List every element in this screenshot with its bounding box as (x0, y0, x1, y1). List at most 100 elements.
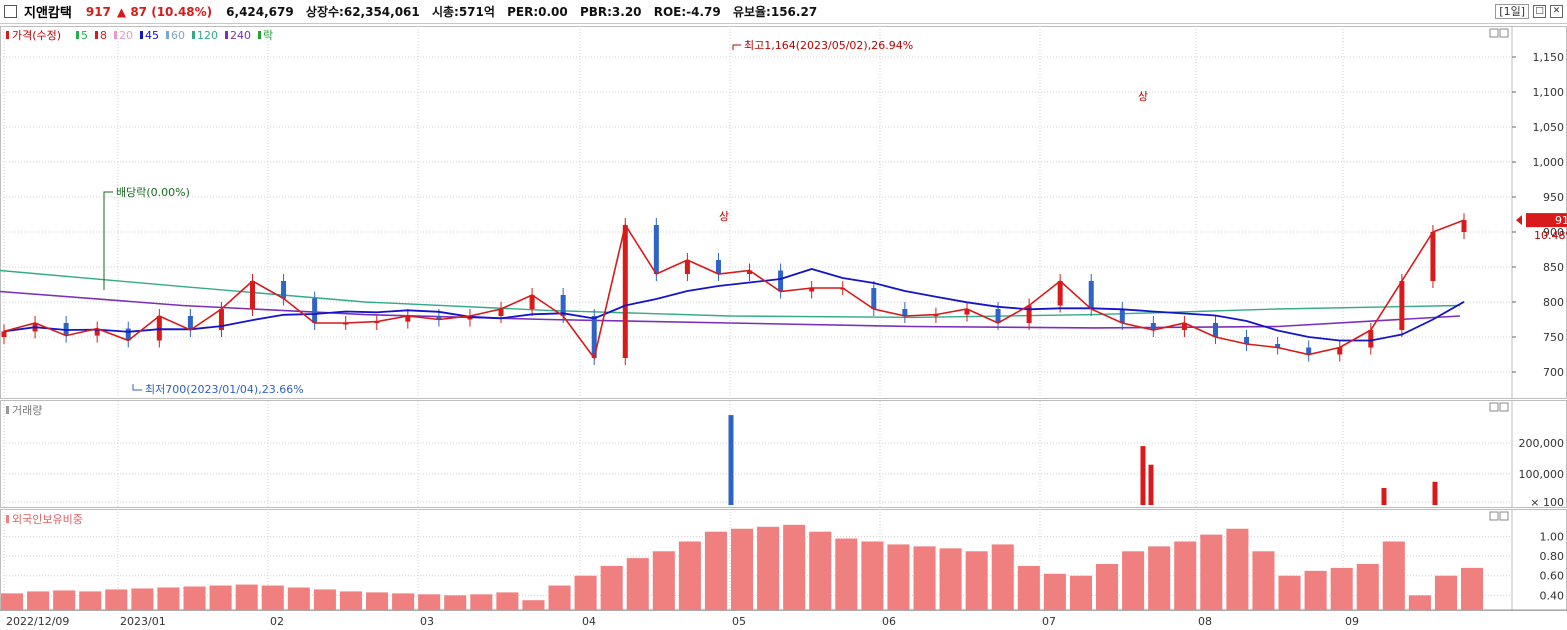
price-legend (6, 31, 261, 39)
legend-ma-label: 60 (171, 29, 185, 42)
foreign-holding-bar (496, 592, 519, 610)
maximize-icon[interactable]: □ (1533, 5, 1546, 18)
foreign-holding-bar (1330, 567, 1353, 610)
y-tick-label: 0.60 (1540, 570, 1565, 583)
foreign-holding-bar (1461, 567, 1484, 610)
candle-body (622, 225, 628, 358)
foreign-holding-bar (1278, 575, 1301, 610)
ma45-line (3, 268, 1465, 342)
legend-ma-label: 240 (230, 29, 251, 42)
candle-body (1150, 323, 1156, 330)
candle-body (964, 309, 970, 315)
high-marker (732, 44, 741, 50)
foreign-holding-bar (1304, 570, 1327, 610)
foreign-holding-bar (1122, 551, 1145, 610)
foreign-holding-bar (131, 588, 154, 610)
dividend-annotation: 배당락(0.00%) (116, 186, 190, 199)
foreign-holding-bar (287, 587, 310, 610)
period-selector[interactable]: [1일] (1495, 4, 1529, 19)
y-tick-label: 1.00 (1540, 531, 1565, 544)
x-tick-label: 03 (420, 615, 434, 628)
foreign-holding-bar (339, 591, 362, 610)
last-price-pointer (1516, 215, 1522, 226)
foreign-holding-bar (652, 551, 675, 610)
candle-body (995, 309, 1001, 323)
candle-body (1244, 337, 1250, 344)
foreign-holding-bar (861, 541, 884, 610)
legend-ma-label: 45 (145, 29, 159, 42)
price-change: ▲ 87 (10.48%) (116, 4, 213, 19)
foreign-holding-bar (1382, 541, 1405, 610)
candle-body (1212, 323, 1218, 337)
foreign-holding-bar (783, 524, 806, 610)
foreign-holding-bar (209, 585, 232, 610)
listed-shares: 상장수:62,354,061 (305, 5, 420, 19)
candle-body (125, 328, 131, 341)
foreign-holding-bar (313, 589, 336, 610)
stock-name[interactable]: 지앤캄택 (24, 6, 72, 21)
candle-body (1057, 281, 1063, 306)
candle-body (1399, 281, 1405, 330)
last-price-label: 917 (1555, 214, 1567, 227)
reserve-ratio: 유보율:156.27 (732, 5, 818, 19)
x-tick-label: 09 (1345, 615, 1359, 628)
stock-header: 지앤캄택 917 ▲ 87 (10.48%) 6,424,679 상장수:62,… (0, 0, 1567, 24)
foreign-holding-bar (1069, 575, 1092, 610)
y-tick-label: 0.80 (1540, 550, 1565, 563)
panel-max-icon (1489, 402, 1499, 412)
legend-price-label: 가격(수정) (12, 29, 61, 42)
foreign-holding-bar (1252, 551, 1275, 610)
stock-stats: 6,424,679 상장수:62,354,061 시총:571억 PER:0.0… (226, 3, 825, 20)
candle-body (467, 316, 473, 320)
y-tick-label: 900 (1543, 226, 1564, 239)
foreign-holding-bar (183, 586, 206, 610)
candle-body (1119, 309, 1125, 323)
candle-body (1368, 330, 1374, 348)
ma120-line (0, 269, 1461, 319)
foreign-holding-bar (1408, 595, 1431, 610)
x-tick-label: 02 (270, 615, 284, 628)
legend-swatch (76, 31, 79, 39)
foreign-holding-bar (1148, 546, 1171, 610)
y-tick-label: 200,000 (1519, 437, 1565, 450)
foreign-holding-bar (600, 565, 623, 610)
volume-bar (1148, 464, 1154, 505)
foreign-holding-bar (626, 558, 649, 610)
volume-bar (1432, 481, 1438, 505)
y-tick-label: 750 (1543, 331, 1564, 344)
foreign-holding-bar (366, 592, 389, 610)
foreign-holding-bar (105, 589, 128, 610)
y-tick-label: 100,000 (1519, 468, 1565, 481)
legend-dividend-label: 락 (263, 29, 273, 42)
candle-body (1, 331, 7, 337)
y-tick-label: 850 (1543, 261, 1564, 274)
candle-body (498, 309, 504, 316)
candle-body (312, 298, 318, 323)
candle-body (218, 309, 224, 330)
legend-swatch (95, 31, 98, 39)
candle-body (684, 260, 690, 274)
candle-body (1026, 305, 1032, 323)
x-tick-label: 06 (882, 615, 896, 628)
candle-body (653, 225, 659, 274)
foreign-holding-bar (1434, 575, 1457, 610)
volume-bar (1381, 487, 1387, 505)
candle-body (871, 288, 877, 309)
current-price: 917 (85, 4, 111, 19)
limit-up-marker: 상 (719, 210, 729, 223)
select-checkbox[interactable] (4, 5, 17, 18)
legend-swatch (6, 515, 9, 523)
foreign-holding-bar (678, 541, 701, 610)
stock-chart[interactable]: 2022/12/09 2023/01 02 03 04 05 06 07 08 09 1,150 1,… (0, 24, 1567, 630)
foreign-holding-bar (470, 594, 493, 610)
close-icon[interactable]: ✕ (1550, 5, 1563, 18)
low-annotation: 최저700(2023/01/04),23.66% (145, 383, 304, 396)
foreign-holding-bar (1, 593, 24, 610)
candle-body (778, 270, 784, 292)
panel-max-icon (1489, 28, 1499, 38)
foreign-holding-bar (809, 531, 832, 610)
legend-swatch (140, 31, 143, 39)
foreign-holding-bar (835, 538, 858, 610)
market-cap: 시총:571억 (431, 5, 495, 19)
legend-swatch (6, 406, 9, 414)
